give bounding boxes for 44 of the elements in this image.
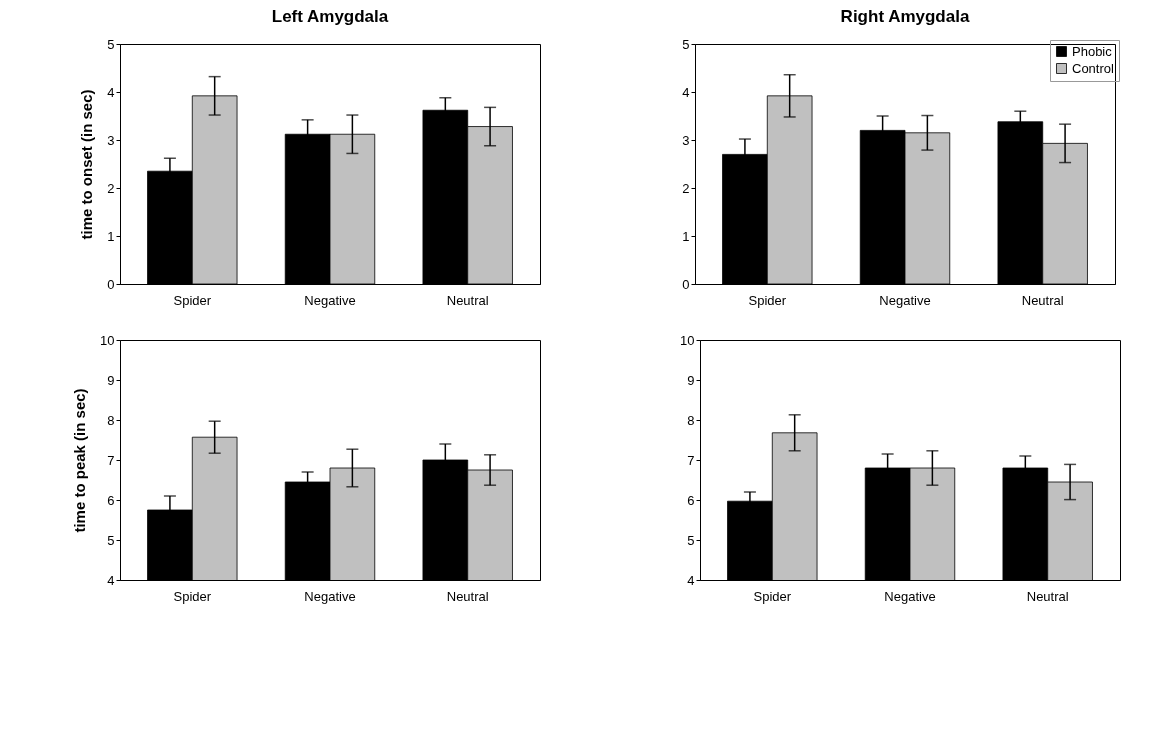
- y-tick-label: 4: [107, 572, 115, 588]
- y-tick-label: 3: [682, 132, 690, 148]
- y-tick-label: 5: [682, 36, 690, 52]
- y-tick-label: 10: [680, 332, 695, 348]
- y-tick-label: 9: [687, 372, 695, 388]
- y-tick-label: 8: [107, 412, 115, 428]
- x-tick-label: Neutral: [446, 588, 489, 604]
- y-tick-label: 4: [687, 572, 695, 588]
- y-tick-label: 9: [107, 372, 115, 388]
- x-tick-label: Spider: [748, 292, 787, 308]
- y-tick-label: 2: [682, 180, 690, 196]
- x-tick-label: Spider: [753, 588, 792, 604]
- y-tick-label: 4: [682, 84, 690, 100]
- legend-label: Control: [1072, 60, 1115, 76]
- y-axis-title: time to onset (in sec): [78, 89, 96, 240]
- chart-title: Right Amygdala: [840, 7, 970, 26]
- y-tick-label: 6: [107, 492, 115, 508]
- x-tick-label: Spider: [173, 292, 212, 308]
- y-tick-label: 7: [687, 452, 695, 468]
- y-tick-label: 5: [687, 532, 695, 548]
- y-tick-label: 5: [107, 532, 115, 548]
- x-tick-label: Neutral: [446, 292, 489, 308]
- x-tick-label: Negative: [304, 588, 356, 604]
- x-tick-label: Spider: [173, 588, 212, 604]
- x-tick-label: Negative: [304, 292, 356, 308]
- y-tick-label: 3: [107, 132, 115, 148]
- x-tick-label: Neutral: [1021, 292, 1064, 308]
- x-tick-label: Negative: [879, 292, 931, 308]
- y-tick-label: 5: [107, 36, 115, 52]
- y-axis-title: time to peak (in sec): [71, 388, 89, 533]
- chart-title: Left Amygdala: [271, 7, 389, 26]
- y-tick-label: 8: [687, 412, 695, 428]
- y-tick-label: 0: [682, 276, 690, 292]
- y-tick-label: 4: [107, 84, 115, 100]
- y-tick-label: 10: [100, 332, 115, 348]
- y-tick-label: 6: [687, 492, 695, 508]
- x-tick-label: Neutral: [1026, 588, 1069, 604]
- y-tick-label: 2: [107, 180, 115, 196]
- y-tick-label: 1: [682, 228, 690, 244]
- y-tick-label: 0: [107, 276, 115, 292]
- legend-label: Phobic: [1072, 43, 1113, 59]
- y-tick-label: 1: [107, 228, 115, 244]
- x-tick-label: Negative: [884, 588, 936, 604]
- y-tick-label: 7: [107, 452, 115, 468]
